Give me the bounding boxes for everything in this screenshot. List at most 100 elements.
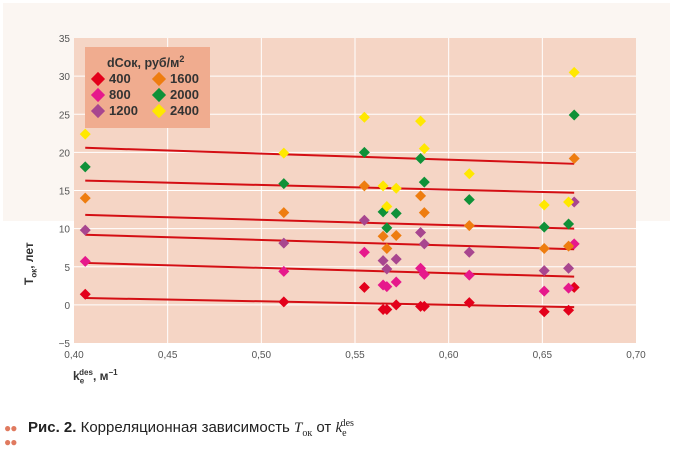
data-point-2400 <box>418 143 430 155</box>
data-point-2400 <box>381 201 393 213</box>
data-point-2000 <box>390 207 402 219</box>
data-point-1200 <box>568 196 580 208</box>
data-point-1600 <box>381 242 393 254</box>
y-tick-label: 10 <box>59 225 71 236</box>
x-axis-label: kedes, м−1 <box>73 368 118 386</box>
y-tick-label: 35 <box>59 34 71 45</box>
data-point-1200 <box>381 263 393 275</box>
data-point-1600 <box>278 207 290 219</box>
data-point-2000 <box>463 194 475 206</box>
data-point-1200 <box>278 237 290 249</box>
data-point-400 <box>381 303 393 315</box>
data-point-2000 <box>563 218 575 230</box>
legend-label: 800 <box>109 87 131 102</box>
data-point-400 <box>463 297 475 309</box>
data-point-2000 <box>278 178 290 190</box>
data-point-400 <box>538 306 550 318</box>
data-point-2400 <box>358 111 370 123</box>
trend-line-2400 <box>85 146 575 165</box>
y-tick-label: −5 <box>59 339 71 350</box>
y-tick-label: 30 <box>59 72 71 83</box>
y-axis-label: Tок, лет <box>22 242 39 285</box>
data-point-800 <box>538 285 550 297</box>
data-point-800 <box>563 282 575 294</box>
legend-item-1200: 1200 <box>90 103 138 118</box>
legend-label: 2400 <box>170 103 199 118</box>
figure-caption: Рис. 2. Корреляционная зависимость Tок о… <box>28 418 354 439</box>
legend-label: 2000 <box>170 87 199 102</box>
trend-line-800 <box>85 261 575 278</box>
legend-item-1600: 1600 <box>151 71 199 86</box>
legend-marker-icon <box>90 103 106 118</box>
data-point-2400 <box>390 182 402 194</box>
data-point-1600 <box>79 192 91 204</box>
data-point-2400 <box>563 196 575 208</box>
legend-title: dCок, руб/м2 <box>107 54 185 71</box>
data-point-1600 <box>358 180 370 192</box>
data-point-1600 <box>415 190 427 202</box>
data-point-1200 <box>415 226 427 238</box>
legend-item-400: 400 <box>90 71 131 86</box>
trend-line-1600 <box>85 213 575 230</box>
data-point-2000 <box>418 176 430 188</box>
x-tick-label: 0,70 <box>626 350 646 361</box>
data-point-2400 <box>463 168 475 180</box>
trend-line-2000 <box>85 179 575 194</box>
trend-line-1200 <box>85 233 575 251</box>
data-point-1200 <box>377 255 389 267</box>
data-point-400 <box>278 296 290 308</box>
y-tick-label: 0 <box>64 301 70 312</box>
data-point-1200 <box>79 224 91 236</box>
data-point-1600 <box>377 230 389 242</box>
legend-item-800: 800 <box>90 87 131 102</box>
data-point-2400 <box>79 128 91 140</box>
data-point-400 <box>390 299 402 311</box>
data-point-1200 <box>418 238 430 250</box>
data-point-400 <box>79 288 91 300</box>
y-tick-label: 25 <box>59 110 71 121</box>
data-point-2400 <box>377 180 389 192</box>
data-point-2000 <box>79 161 91 173</box>
data-point-2400 <box>415 115 427 127</box>
data-point-1200 <box>463 246 475 258</box>
legend-label: 1200 <box>109 103 138 118</box>
x-tick-label: 0,50 <box>252 350 272 361</box>
y-tick-label: 5 <box>64 263 70 274</box>
legend-label: 400 <box>109 71 131 86</box>
legend: dCок, руб/м2 400 800 1200 1600 2000 2400 <box>85 47 210 128</box>
data-point-2000 <box>538 221 550 233</box>
data-point-2000 <box>358 146 370 158</box>
data-point-1600 <box>390 229 402 241</box>
data-point-2000 <box>381 222 393 234</box>
legend-marker-icon <box>90 71 106 86</box>
y-tick-label: 15 <box>59 187 71 198</box>
data-point-800 <box>358 246 370 258</box>
legend-item-2000: 2000 <box>151 87 199 102</box>
data-point-400 <box>358 281 370 293</box>
legend-marker-icon <box>151 103 167 118</box>
x-tick-label: 0,40 <box>64 350 84 361</box>
data-point-1600 <box>568 152 580 164</box>
data-point-2400 <box>538 199 550 211</box>
x-tick-label: 0,55 <box>345 350 365 361</box>
legend-item-2400: 2400 <box>151 103 199 118</box>
data-point-400 <box>418 300 430 312</box>
data-point-400 <box>563 304 575 316</box>
data-point-800 <box>278 265 290 277</box>
data-point-1600 <box>538 242 550 254</box>
data-point-800 <box>381 281 393 293</box>
data-point-1200 <box>563 262 575 274</box>
data-point-1200 <box>538 265 550 277</box>
legend-label: 1600 <box>170 71 199 86</box>
data-point-800 <box>463 269 475 281</box>
data-point-2400 <box>278 147 290 159</box>
data-point-1600 <box>563 240 575 252</box>
data-point-800 <box>418 268 430 280</box>
y-tick-label: 20 <box>59 148 71 159</box>
data-point-1600 <box>463 220 475 232</box>
data-point-800 <box>79 255 91 267</box>
data-point-2400 <box>568 66 580 78</box>
data-point-2000 <box>415 152 427 164</box>
data-point-1200 <box>390 253 402 265</box>
data-point-1200 <box>358 214 370 226</box>
